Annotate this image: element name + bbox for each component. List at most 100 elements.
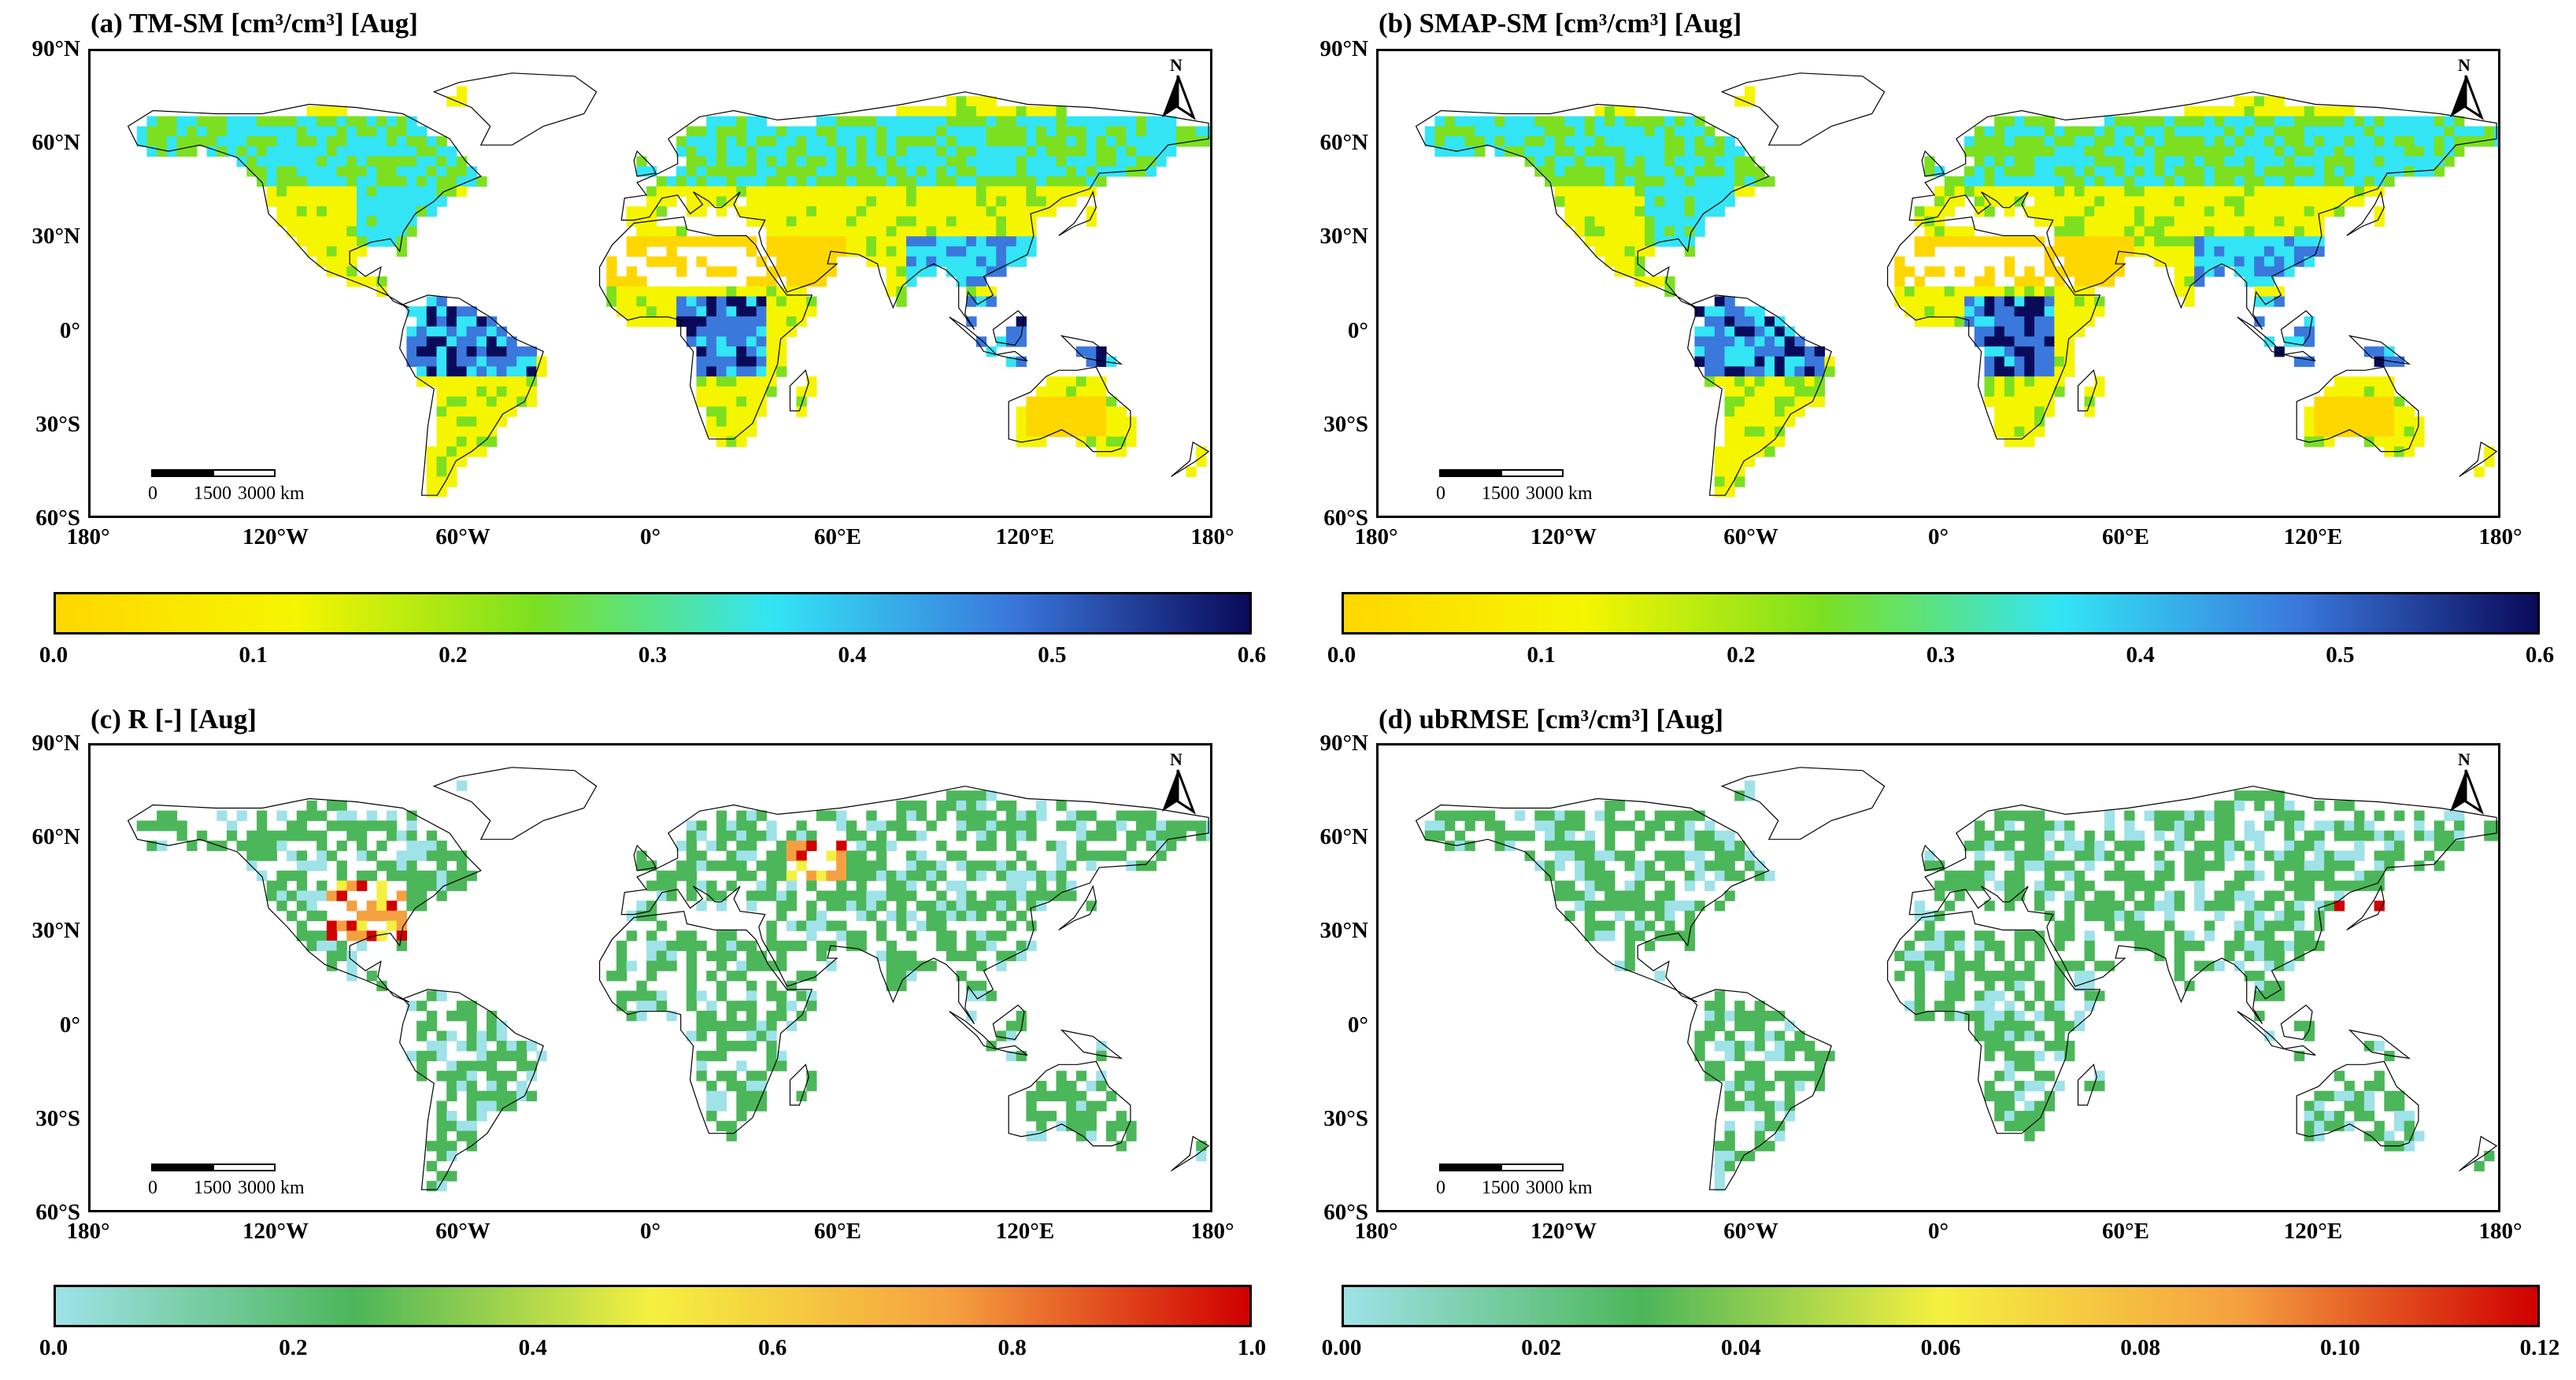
coastline bbox=[432, 767, 598, 840]
longitude-label: 0° bbox=[1927, 524, 1949, 549]
latitude-label: 60°N bbox=[1319, 824, 1368, 850]
north-label: N bbox=[1170, 55, 1183, 75]
map-frame bbox=[1376, 743, 2500, 1212]
panel-a: (a) TM-SM [cm³/cm³] [Aug] N 0 1500 3000 … bbox=[0, 0, 1288, 690]
latitude-label: 60°N bbox=[1319, 130, 1368, 156]
world-map bbox=[1415, 72, 2498, 498]
latitude-label: 30°N bbox=[1319, 224, 1368, 250]
coastline bbox=[399, 294, 544, 496]
scale-label-3000: 3000 km bbox=[1526, 483, 1593, 504]
north-arrow: N bbox=[2442, 55, 2489, 120]
scale-label-1500: 1500 bbox=[1482, 1178, 1519, 1198]
coastline bbox=[399, 989, 544, 1190]
scale-label-3000: 3000 km bbox=[238, 1178, 305, 1198]
longitude-label: 0° bbox=[639, 524, 661, 549]
longitude-label: 60°W bbox=[1723, 524, 1778, 549]
latitude-label: 0° bbox=[59, 1012, 80, 1038]
colorbar-tick-label: 0.4 bbox=[838, 642, 867, 668]
longitude-label: 60°W bbox=[435, 524, 490, 549]
latitude-label: 0° bbox=[1347, 317, 1368, 343]
coastline bbox=[1687, 989, 1832, 1190]
north-arrow-icon bbox=[2450, 769, 2485, 815]
coastline bbox=[1060, 335, 1123, 365]
coastline bbox=[2346, 190, 2385, 236]
coastline bbox=[1720, 72, 1886, 146]
colorbar-tick-label: 0.5 bbox=[2326, 642, 2355, 668]
coastline bbox=[1171, 441, 1210, 477]
latitude-label: 30°S bbox=[1323, 1105, 1368, 1131]
north-label: N bbox=[2458, 55, 2471, 75]
scale-label-0: 0 bbox=[148, 1178, 157, 1198]
colorbar-tick-label: 0.6 bbox=[1237, 642, 1267, 668]
longitude-label: 60°E bbox=[2102, 1219, 2149, 1244]
coastline bbox=[1886, 216, 2101, 440]
longitude-label: 120°E bbox=[2283, 1219, 2343, 1244]
colorbar-tick-label: 0.1 bbox=[1527, 642, 1556, 668]
panel-title: (c) R [-] [Aug] bbox=[91, 704, 257, 734]
colorbar bbox=[1342, 592, 2540, 635]
longitude-label: 0° bbox=[1927, 1219, 1949, 1244]
north-arrow-icon bbox=[1162, 75, 1197, 120]
colorbar-tick-label: 0.4 bbox=[518, 1335, 547, 1360]
coastline bbox=[2280, 1004, 2313, 1041]
coastline bbox=[1886, 910, 2101, 1134]
scale-label-0: 0 bbox=[1436, 483, 1445, 504]
colorbar-tick-label: 0.10 bbox=[2319, 1335, 2360, 1360]
colorbar-tick-label: 0.06 bbox=[1920, 1335, 1961, 1360]
world-map bbox=[127, 767, 1210, 1192]
latitude-label: 90°N bbox=[1319, 36, 1368, 61]
colorbar-tick-label: 0.00 bbox=[1321, 1335, 1362, 1360]
panel-title: (b) SMAP-SM [cm³/cm³] [Aug] bbox=[1379, 8, 1742, 39]
colorbar-tick-label: 0.0 bbox=[39, 642, 68, 668]
scale-label-1500: 1500 bbox=[194, 483, 231, 504]
colorbar-tick-label: 0.02 bbox=[1521, 1335, 1562, 1360]
colorbar-tick-label: 0.12 bbox=[2519, 1335, 2560, 1360]
coastline bbox=[992, 310, 1025, 346]
map-frame bbox=[88, 743, 1212, 1212]
latitude-label: 60°S bbox=[35, 1200, 80, 1225]
longitude-label: 180° bbox=[2478, 524, 2522, 549]
coastline bbox=[2296, 1060, 2419, 1147]
coastline bbox=[1415, 103, 1770, 309]
coastline bbox=[2077, 1064, 2097, 1106]
longitude-label: 180° bbox=[1354, 524, 1398, 549]
latitude-label: 30°N bbox=[1319, 918, 1368, 944]
colorbar-tick-label: 0.8 bbox=[997, 1335, 1027, 1360]
land-data-pixels bbox=[1424, 86, 2498, 498]
north-arrow: N bbox=[1154, 55, 1201, 120]
colorbar bbox=[54, 592, 1252, 635]
coastline bbox=[949, 316, 1028, 361]
coastline bbox=[1908, 91, 2497, 330]
colorbar-tick-label: 0.2 bbox=[279, 1335, 308, 1360]
longitude-label: 180° bbox=[66, 1219, 110, 1244]
coastline bbox=[633, 150, 657, 177]
scale-label-0: 0 bbox=[148, 483, 157, 504]
longitude-label: 120°W bbox=[242, 524, 309, 549]
longitude-label: 60°E bbox=[814, 1219, 861, 1244]
coastline bbox=[1008, 366, 1131, 453]
longitude-label: 180° bbox=[1190, 1219, 1234, 1244]
land-data-pixels bbox=[1424, 780, 2498, 1192]
coastline bbox=[1921, 844, 1945, 871]
coastline bbox=[2459, 1135, 2498, 1171]
coastline bbox=[598, 910, 813, 1134]
latitude-label: 30°S bbox=[35, 1105, 80, 1131]
land-data-pixels bbox=[136, 780, 1210, 1192]
map-frame bbox=[88, 49, 1212, 518]
coastline bbox=[2237, 316, 2316, 361]
longitude-label: 120°E bbox=[2283, 524, 2343, 549]
colorbar-tick-label: 0.2 bbox=[1727, 642, 1756, 668]
latitude-label: 90°N bbox=[31, 731, 80, 756]
scale-label-1500: 1500 bbox=[1482, 483, 1519, 504]
longitude-label: 180° bbox=[1354, 1219, 1398, 1244]
coastline bbox=[620, 91, 1209, 330]
coastline bbox=[1058, 190, 1097, 236]
coastline bbox=[2459, 441, 2498, 477]
latitude-label: 30°N bbox=[31, 224, 80, 250]
latitude-label: 30°S bbox=[1323, 411, 1368, 437]
colorbar-tick-label: 0.6 bbox=[2525, 642, 2555, 668]
colorbar-tick-label: 1.0 bbox=[1237, 1335, 1267, 1360]
longitude-label: 60°W bbox=[1723, 1219, 1778, 1244]
coastline bbox=[2348, 335, 2411, 365]
longitude-label: 0° bbox=[639, 1219, 661, 1244]
